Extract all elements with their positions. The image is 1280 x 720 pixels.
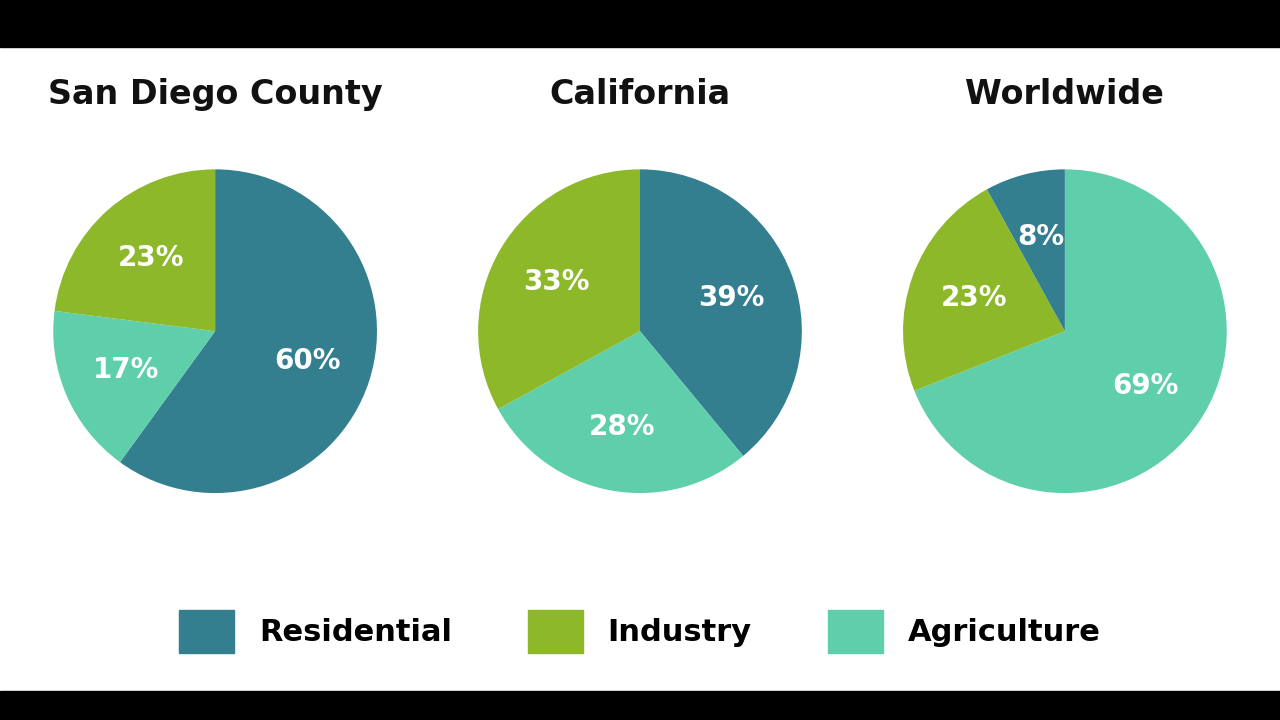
Wedge shape — [55, 169, 215, 331]
Text: 69%: 69% — [1112, 372, 1179, 400]
Title: San Diego County: San Diego County — [47, 78, 383, 111]
Text: 23%: 23% — [118, 244, 184, 272]
Wedge shape — [987, 169, 1065, 331]
Wedge shape — [902, 189, 1065, 391]
Text: 60%: 60% — [274, 347, 340, 375]
Wedge shape — [120, 169, 378, 493]
Text: 28%: 28% — [589, 413, 655, 441]
Wedge shape — [498, 331, 744, 493]
Text: 33%: 33% — [524, 268, 590, 296]
Text: 8%: 8% — [1018, 223, 1064, 251]
Title: Worldwide: Worldwide — [965, 78, 1165, 111]
Text: 17%: 17% — [93, 356, 159, 384]
Text: 39%: 39% — [698, 284, 764, 312]
Wedge shape — [479, 169, 640, 409]
Legend: Residential, Industry, Agriculture: Residential, Industry, Agriculture — [168, 598, 1112, 665]
Title: California: California — [549, 78, 731, 111]
Wedge shape — [640, 169, 801, 456]
Wedge shape — [54, 311, 215, 462]
Text: 23%: 23% — [941, 284, 1007, 312]
Wedge shape — [914, 169, 1226, 493]
